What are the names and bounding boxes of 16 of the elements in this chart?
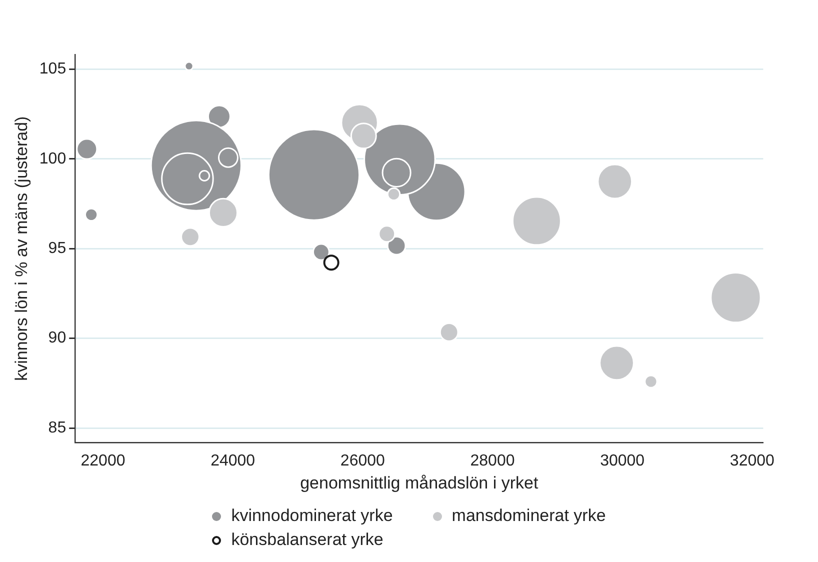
- x-tick-label: 28000: [470, 452, 515, 470]
- legend-label: könsbalanserat yrke: [231, 530, 384, 550]
- y-tick-label: 85: [48, 419, 66, 436]
- x-tick-label: 30000: [600, 452, 645, 470]
- x-tick-label: 24000: [210, 452, 256, 470]
- y-tick-label: 100: [39, 150, 66, 168]
- x-tick-label: 32000: [730, 452, 775, 470]
- x-axis-title: genomsnittlig månadslön i yrket: [300, 473, 538, 492]
- y-tick-label: 105: [39, 60, 66, 78]
- legend-label: kvinnodominerat yrke: [231, 506, 393, 526]
- y-tick-label: 90: [48, 330, 66, 347]
- legend-label: mansdominerat yrke: [452, 506, 606, 526]
- x-tick-label: 26000: [340, 452, 386, 470]
- x-tick-label: 22000: [80, 452, 126, 470]
- y-tick-label: 95: [48, 240, 66, 258]
- y-axis-title: kvinnors lön i % av mäns (justerad): [12, 116, 31, 381]
